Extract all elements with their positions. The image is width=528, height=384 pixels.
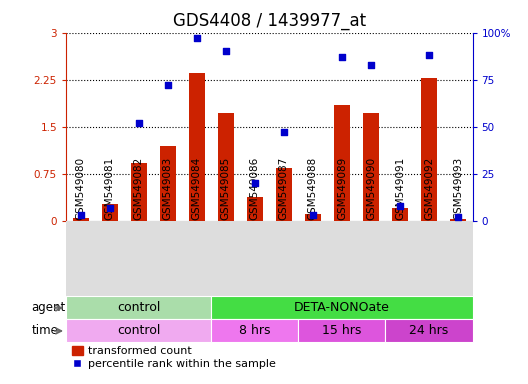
Point [338,54,346,60]
Point [366,61,375,68]
Legend: transformed count, percentile rank within the sample: transformed count, percentile rank withi… [72,346,276,369]
Bar [450,218,466,221]
Bar [305,214,321,221]
Text: agent: agent [32,301,65,314]
Bar [66,296,211,319]
Text: 15 hrs: 15 hrs [322,324,362,338]
Text: 8 hrs: 8 hrs [239,324,270,338]
Bar [188,73,205,221]
Point [221,48,230,55]
Bar [363,113,379,221]
Bar [392,209,408,221]
Point [192,35,201,41]
Bar [247,197,263,221]
Bar [218,113,234,221]
Text: control: control [117,301,161,314]
Text: DETA-NONOate: DETA-NONOate [294,301,390,314]
Text: 24 hrs: 24 hrs [409,324,449,338]
Bar [101,204,118,221]
Text: time: time [32,324,58,338]
Bar [211,319,298,343]
Point [164,82,172,88]
Bar [72,218,89,221]
Point [250,180,259,187]
Point [454,214,463,220]
Text: control: control [117,324,161,338]
Bar [298,319,385,343]
Point [134,120,143,126]
Point [280,129,288,136]
Point [425,52,433,58]
Bar [66,319,211,343]
Title: GDS4408 / 1439977_at: GDS4408 / 1439977_at [173,12,366,30]
Bar [276,168,292,221]
Bar [385,319,473,343]
Bar [130,163,147,221]
Bar [159,146,176,221]
Point [106,205,114,211]
Bar [211,296,473,319]
Point [76,212,84,218]
Bar [421,78,437,221]
Point [396,203,404,209]
Point [308,212,317,218]
Bar [334,105,350,221]
